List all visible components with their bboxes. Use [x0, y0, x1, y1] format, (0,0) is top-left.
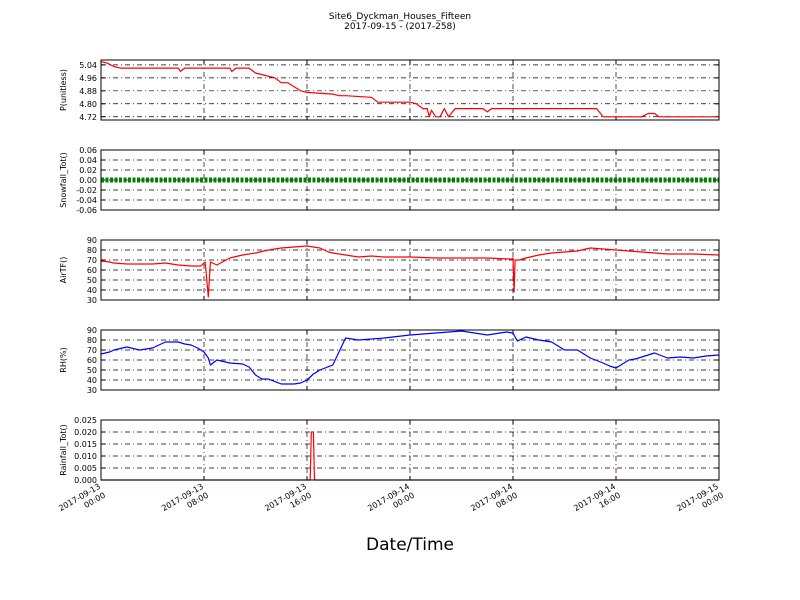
x-tick-label: 2017-09-1500:00 — [675, 482, 725, 522]
x-tick-label: 2017-09-1316:00 — [263, 482, 313, 522]
y-tick-label: 30 — [87, 386, 97, 395]
y-tick-label: 4.80 — [79, 100, 97, 109]
y-axis-label: RH(%) — [59, 347, 68, 372]
y-tick-label: 0.02 — [79, 166, 97, 175]
y-tick-label: 60 — [87, 356, 97, 365]
series-line — [100, 330, 720, 385]
y-tick-label: 50 — [87, 276, 97, 285]
chart-title-line2: 2017-09-15 - (2017-258) — [344, 22, 456, 32]
axes-frame — [100, 59, 720, 121]
axes-frame — [100, 419, 720, 481]
x-tick-label: 2017-09-1300:00 — [57, 482, 107, 522]
series-line — [100, 245, 720, 298]
y-axis-label: AirTF() — [59, 257, 68, 284]
axes-frame — [100, 149, 720, 211]
x-axis-ticks: 2017-09-1300:00 2017-09-1308:00 2017-09-13… — [57, 482, 725, 522]
y-tick-label: 4.88 — [79, 87, 97, 96]
x-tick-label: 2017-09-1400:00 — [366, 482, 416, 522]
y-tick-label: 0.000 — [74, 476, 97, 485]
y-tick-label: 90 — [87, 236, 97, 245]
y-tick-label: 0.025 — [74, 416, 97, 425]
y-tick-label: 80 — [87, 246, 97, 255]
panels: 5.044.964.884.804.72P(unitless)0.060.040… — [59, 59, 720, 485]
y-tick-label: 0.005 — [74, 464, 97, 473]
y-tick-label: 90 — [87, 326, 97, 335]
y-tick-label: 60 — [87, 266, 97, 275]
x-tick-label: 2017-09-1408:00 — [469, 482, 519, 522]
y-tick-label: 0.020 — [74, 428, 97, 437]
y-tick-label: 40 — [87, 376, 97, 385]
y-tick-label: 0.06 — [79, 146, 97, 155]
x-tick-label: 2017-09-1416:00 — [572, 482, 622, 522]
y-tick-label: 30 — [87, 296, 97, 305]
y-axis-label: Rainfall_Tot() — [59, 424, 68, 476]
panel-1: 5.04 4.96 4.88 4.80 4.72 P(unitless) — [59, 59, 720, 122]
y-axis-label: Snowfall_Tot() — [59, 152, 68, 208]
chart-title-line1: Site6_Dyckman_Houses_Fifteen — [329, 12, 471, 22]
y-tick-label: -0.06 — [76, 206, 97, 215]
y-tick-label: 70 — [87, 256, 97, 265]
y-tick-label: -0.04 — [76, 196, 97, 205]
y-tick-label: 0.010 — [74, 452, 97, 461]
x-tick-label: 2017-09-1308:00 — [160, 482, 210, 522]
panel-2: 0.060.040.020.00-0.02-0.04-0.06 Snowfall_… — [59, 146, 720, 215]
axes-frame — [100, 329, 720, 391]
axes-frame — [100, 239, 720, 301]
y-tick-label: 5.04 — [79, 61, 97, 70]
y-tick-label: -0.02 — [76, 186, 97, 195]
y-tick-label: 50 — [87, 366, 97, 375]
y-axis-label: P(unitless) — [59, 69, 68, 111]
y-tick-label: 4.96 — [79, 74, 97, 83]
y-tick-label: 0.00 — [79, 176, 97, 185]
y-tick-label: 0.04 — [79, 156, 97, 165]
series-line — [100, 61, 719, 118]
panel-5: 0.025 0.020 0.015 0.010 0.005 0.000 Rainfall_T… — [59, 416, 720, 485]
y-tick-label: 40 — [87, 286, 97, 295]
y-tick-label: 80 — [87, 336, 97, 345]
y-tick-label: 0.015 — [74, 440, 97, 449]
y-tick-label: 70 — [87, 346, 97, 355]
y-tick-label: 4.72 — [79, 113, 97, 122]
x-axis-label: Date/Time — [366, 535, 454, 555]
